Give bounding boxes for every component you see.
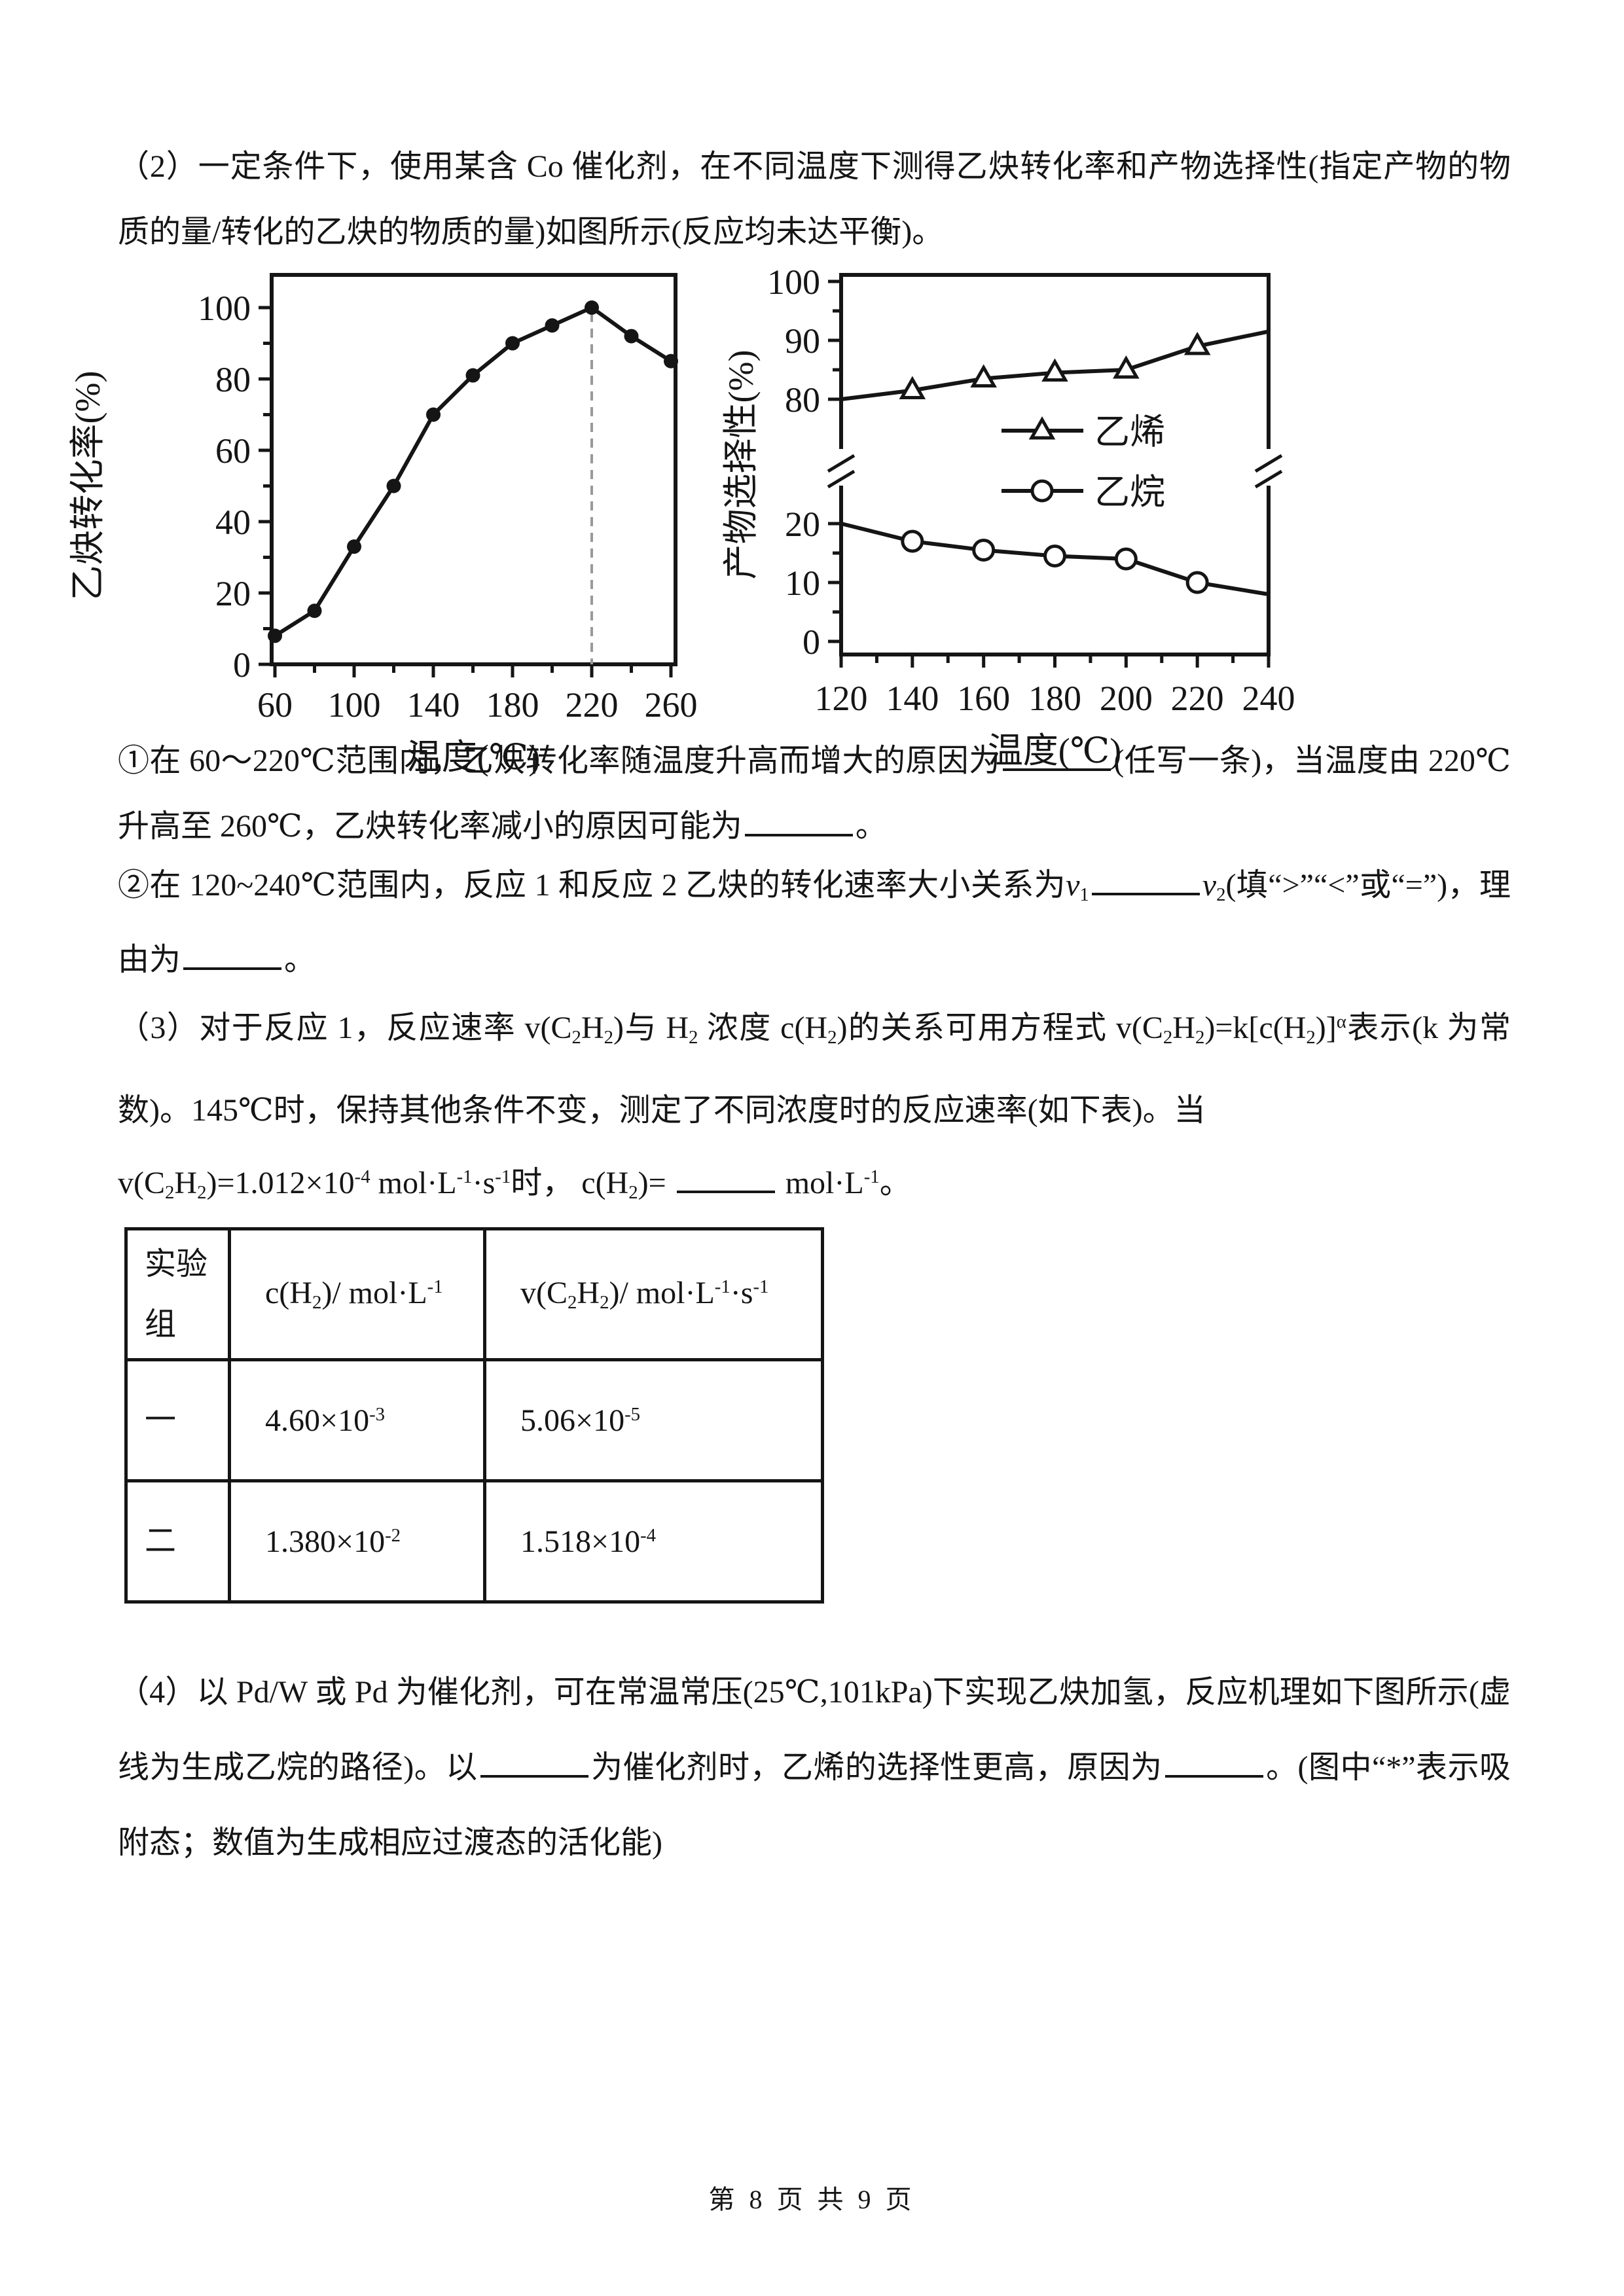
x-tick-label: 60	[257, 685, 293, 725]
y-tick-label: 0	[803, 622, 820, 662]
data-point	[386, 478, 401, 493]
axis-break-icon	[827, 469, 856, 489]
data-point-triangle	[970, 364, 997, 387]
y-tick-label: 0	[233, 645, 251, 685]
legend-circle-icon	[1030, 479, 1054, 503]
data-point	[585, 300, 599, 315]
cell-h2-conc-1: 4.60×10-3	[228, 1358, 486, 1482]
question-1: ①在 60～220℃范围内，乙炔转化率随温度升高而增大的原因为 (任写一条)，当温…	[118, 728, 1511, 859]
table-row-2: 二 1.380×10-2 1.518×10-4	[124, 1479, 824, 1604]
question-3-intro: （3）对于反应 1，反应速率 v(C2H2)与 H2 浓度 c(H2)的关系可用…	[118, 1010, 1511, 1128]
data-point	[307, 603, 322, 619]
x-tick-label: 100	[328, 685, 381, 725]
answer-blank	[1164, 1745, 1263, 1778]
legend-triangle-icon	[1028, 416, 1056, 440]
axis-break-icon	[827, 454, 856, 473]
x-tick-label: 260	[645, 685, 698, 725]
data-point-circle	[1185, 571, 1209, 594]
y-axis-title: 乙炔转化率(%)	[68, 371, 107, 601]
x-tick-label: 160	[957, 679, 1010, 718]
plot-frame	[839, 273, 1271, 656]
cell-rate-2: 1.518×10-4	[483, 1479, 824, 1604]
data-point	[505, 336, 520, 351]
y-tick-label: 100	[198, 289, 251, 328]
answer-blank	[183, 937, 282, 971]
legend-label: 乙烷	[1094, 473, 1165, 512]
data-point	[268, 628, 282, 643]
answer-blank	[480, 1745, 588, 1778]
x-tick-label: 220	[1171, 679, 1224, 718]
data-point	[545, 318, 560, 333]
question-2: ②在 120~240℃范围内，反应 1 和反应 2 乙炔的转化速率大小关系为v1…	[118, 853, 1511, 993]
x-tick-label: 140	[407, 685, 460, 725]
x-tick-label: 180	[1028, 679, 1081, 718]
y-tick-label: 40	[215, 503, 251, 542]
data-point-triangle	[899, 376, 926, 399]
data-point	[624, 329, 639, 344]
header-experiment-group: 实验组	[124, 1227, 231, 1361]
data-point-circle	[1114, 547, 1138, 571]
data-point-circle	[901, 529, 924, 553]
y-tick-label: 20	[215, 574, 251, 613]
experiment-table: 实验组 c(H2)/ mol·L-1 v(C2H2)/ mol·L-1·s-1 …	[124, 1227, 824, 1604]
cell-group-1: 一	[124, 1358, 231, 1482]
y-tick-label: 80	[785, 380, 820, 420]
x-tick-label: 120	[815, 679, 868, 718]
data-point-triangle	[1113, 355, 1140, 379]
data-point	[664, 353, 678, 368]
data-point	[465, 368, 480, 383]
answer-blank	[1091, 863, 1200, 895]
axis-break-icon	[1254, 454, 1283, 473]
page-footer: 第 8 页 共 9 页	[708, 2185, 916, 2214]
data-point-triangle	[1183, 331, 1211, 355]
product-selectivity-chart: 80 90 100 0 10 20 120 140 160 180 200 220 240 乙烯乙烷温度(…	[721, 262, 1295, 770]
y-tick-label: 20	[785, 505, 820, 544]
axis-break-icon	[1254, 469, 1283, 489]
plot-frame	[270, 273, 677, 666]
x-axis-title: 温度(℃)	[988, 731, 1121, 770]
answer-blank	[676, 1160, 775, 1193]
answer-blank	[744, 804, 853, 836]
x-tick-label: 220	[566, 685, 619, 725]
table-header-row: 实验组 c(H2)/ mol·L-1 v(C2H2)/ mol·L-1·s-1	[124, 1227, 824, 1361]
x-tick-label: 180	[486, 685, 539, 725]
header-c2h2-rate: v(C2H2)/ mol·L-1·s-1	[483, 1227, 824, 1361]
acetylene-conversion-chart: 0 20 40 60 80 100 60 100 140 180 220 260 温度(℃) 乙炔转化率(…	[68, 273, 698, 777]
cell-h2-conc-2: 1.380×10-2	[228, 1479, 486, 1604]
data-point	[426, 407, 441, 422]
y-axis-title: 产物选择性(%)	[721, 350, 761, 580]
y-tick-label: 90	[785, 321, 820, 361]
y-tick-label: 10	[785, 564, 820, 603]
data-point-circle	[1043, 545, 1067, 567]
x-tick-label: 240	[1242, 679, 1295, 718]
conversion-line	[274, 305, 672, 637]
paragraph-2-intro: （2）一定条件下，使用某含 Co 催化剂，在不同温度下测得乙炔转化率和产物选择性…	[118, 149, 1511, 249]
legend-label: 乙烯	[1094, 412, 1165, 452]
table-row-1: 一 4.60×10-3 5.06×10-5	[124, 1358, 824, 1482]
x-tick-label: 140	[886, 679, 939, 718]
answer-blank	[1003, 738, 1111, 771]
data-point	[347, 539, 361, 554]
header-h2-concentration: c(H2)/ mol·L-1	[228, 1227, 486, 1361]
x-tick-label: 200	[1100, 679, 1153, 718]
rate-equation-line: v(C2H2)=1.012×10-4 mol·L-1·s-1时， c(H2)= …	[118, 1144, 1511, 1225]
cell-group-2: 二	[124, 1479, 231, 1604]
y-tick-label: 60	[215, 431, 251, 471]
y-tick-label: 100	[767, 262, 820, 302]
cell-rate-1: 5.06×10-5	[483, 1358, 824, 1482]
y-tick-label: 80	[215, 360, 251, 399]
data-point-circle	[972, 539, 996, 562]
x-axis-title: 温度(℃)	[406, 738, 540, 777]
data-point-triangle	[1041, 358, 1068, 382]
question-4: （4）以 Pd/W 或 Pd 为催化剂，可在常温常压(25℃,101kPa)下实…	[118, 1675, 1511, 1860]
